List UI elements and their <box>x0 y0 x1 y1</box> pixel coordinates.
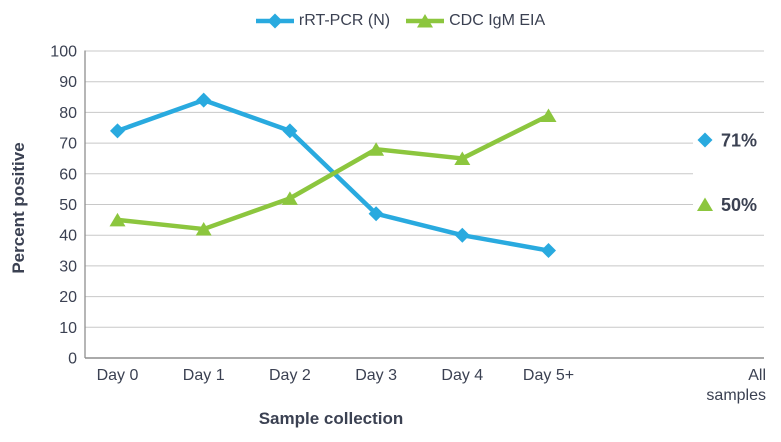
svg-text:50: 50 <box>59 197 77 214</box>
legend-label-cdc-igm: CDC IgM EIA <box>449 12 546 29</box>
svg-text:71%: 71% <box>721 131 757 151</box>
axis-lines <box>84 50 764 359</box>
x-axis-title: Sample collection <box>259 409 404 428</box>
y-axis-title: Percent positive <box>9 142 28 273</box>
legend: rRT-PCR (N) CDC IgM EIA <box>10 12 781 30</box>
svg-text:80: 80 <box>59 105 77 122</box>
svg-text:90: 90 <box>59 74 77 91</box>
svg-text:30: 30 <box>59 258 77 275</box>
svg-text:10: 10 <box>59 320 77 337</box>
x-axis-tick-labels: Day 0 Day 1 Day 2 Day 3 Day 4 Day 5+ <box>97 367 574 384</box>
svg-text:100: 100 <box>50 44 77 61</box>
svg-text:Day 5+: Day 5+ <box>523 367 574 384</box>
gridlines <box>85 50 764 328</box>
legend-label-rrt-pcr: rRT-PCR (N) <box>298 12 391 29</box>
svg-text:40: 40 <box>59 228 77 245</box>
svg-text:Day 2: Day 2 <box>269 367 311 384</box>
svg-text:0: 0 <box>68 351 77 368</box>
series-lines-and-markers: 71% 50% <box>109 92 757 259</box>
svg-text:Day 3: Day 3 <box>355 367 397 384</box>
svg-text:70: 70 <box>59 136 77 153</box>
x-axis-label-all-samples-line1: All <box>748 367 766 384</box>
svg-text:50%: 50% <box>721 195 757 215</box>
svg-text:20: 20 <box>59 289 77 306</box>
svg-text:Day 1: Day 1 <box>183 367 225 384</box>
svg-text:Day 4: Day 4 <box>441 367 483 384</box>
legend-item-rrt-pcr: rRT-PCR (N) <box>255 12 391 30</box>
green-line-triangle-icon <box>406 14 445 28</box>
legend-item-cdc-igm: CDC IgM EIA <box>406 12 545 30</box>
y-axis-tick-labels: 0 10 20 30 40 50 60 70 80 90 100 <box>50 44 77 368</box>
blue-line-diamond-icon <box>255 13 294 29</box>
svg-text:60: 60 <box>59 166 77 183</box>
svg-text:Day 0: Day 0 <box>97 367 139 384</box>
x-axis-label-all-samples-line2: samples <box>706 387 766 404</box>
